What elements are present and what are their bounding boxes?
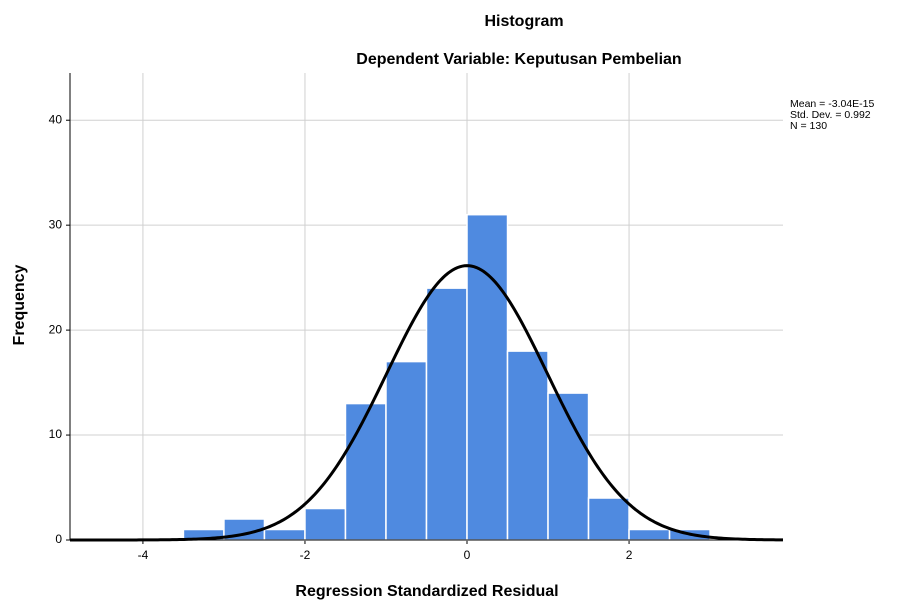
bar <box>344 402 387 541</box>
bar <box>263 528 306 541</box>
bar <box>304 507 347 541</box>
y-tick-label: 20 <box>49 322 63 336</box>
bar <box>628 528 671 541</box>
normal-curve <box>70 264 784 542</box>
y-tick-label: 40 <box>49 112 63 126</box>
bar <box>385 360 428 541</box>
x-tick-label: -2 <box>300 548 311 562</box>
y-tick-label: 30 <box>49 217 63 231</box>
bar <box>506 350 549 541</box>
x-tick-label: 2 <box>626 548 633 562</box>
x-axis-label: Regression Standardized Residual <box>295 583 558 600</box>
y-axis-label: Frequency <box>11 264 28 345</box>
stats-label: N = 130 <box>790 120 827 132</box>
stats-label: Mean = -3.04E-15 <box>790 98 875 110</box>
y-tick-label: 0 <box>55 532 62 546</box>
x-tick-label: 0 <box>464 548 471 562</box>
y-tick-label: 10 <box>49 427 63 441</box>
bar <box>466 213 509 541</box>
bar <box>425 287 468 541</box>
chart-subtitle: Dependent Variable: Keputusan Pembelian <box>356 51 681 68</box>
chart-title: Histogram <box>484 13 563 30</box>
stats-label: Std. Dev. = 0.992 <box>790 109 871 121</box>
x-tick-label: -4 <box>138 548 149 562</box>
bar <box>587 497 630 541</box>
